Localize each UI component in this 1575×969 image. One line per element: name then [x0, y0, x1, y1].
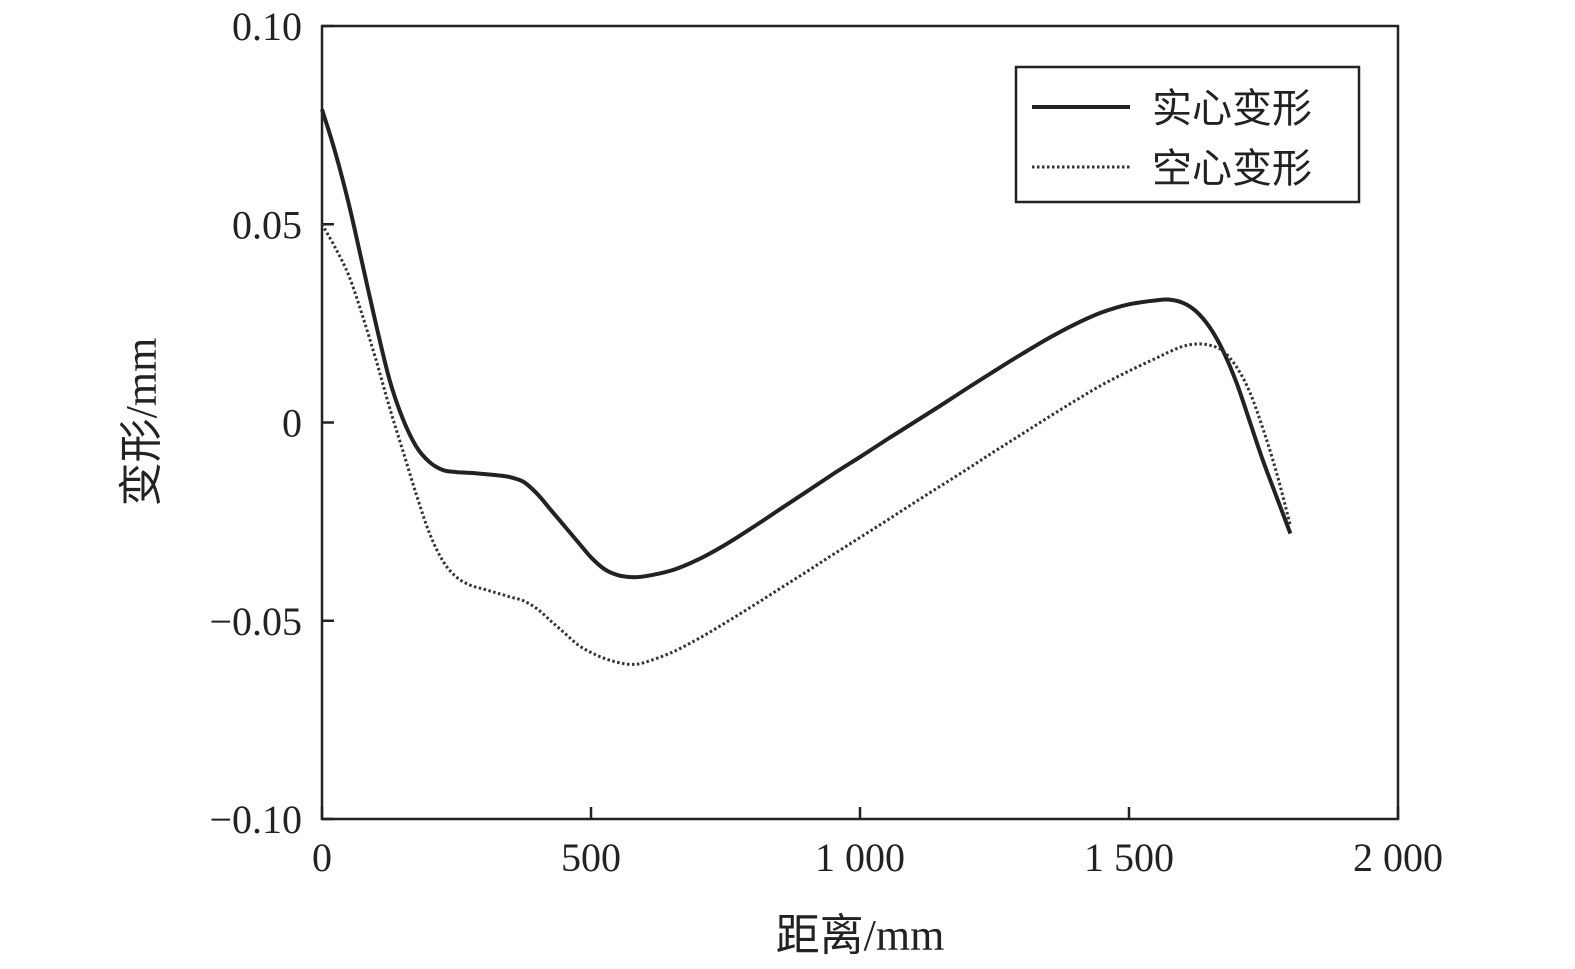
y-tick-label: −0.05	[209, 599, 302, 644]
y-axis-label: 变形/mm	[117, 338, 166, 507]
series-line-solid	[320, 108, 1293, 580]
x-tick-label: 1 500	[1084, 835, 1174, 880]
y-tick-label: 0.05	[232, 202, 302, 247]
legend: 实心变形 空心变形	[1014, 65, 1361, 204]
legend-box	[1014, 65, 1361, 204]
legend-label-solid: 实心变形	[1152, 86, 1312, 132]
x-tick-label: 500	[561, 835, 621, 880]
y-axis-ticks: −0.10 −0.05 0 0.05 0.10	[209, 4, 334, 842]
x-tick-label: 2 000	[1353, 835, 1443, 880]
x-axis-label: 距离/mm	[776, 911, 945, 960]
legend-label-dotted: 空心变形	[1152, 146, 1312, 192]
x-axis-ticks: 0 500 1 000 1 500 2 000	[312, 807, 1443, 880]
x-tick-label: 1 000	[815, 835, 905, 880]
y-tick-label: 0	[282, 401, 302, 446]
x-tick-label: 0	[312, 835, 332, 880]
series-line-hollow	[320, 223, 1292, 666]
y-tick-label: 0.10	[232, 4, 302, 49]
series-layer	[320, 108, 1293, 666]
y-tick-label: −0.10	[209, 797, 302, 842]
